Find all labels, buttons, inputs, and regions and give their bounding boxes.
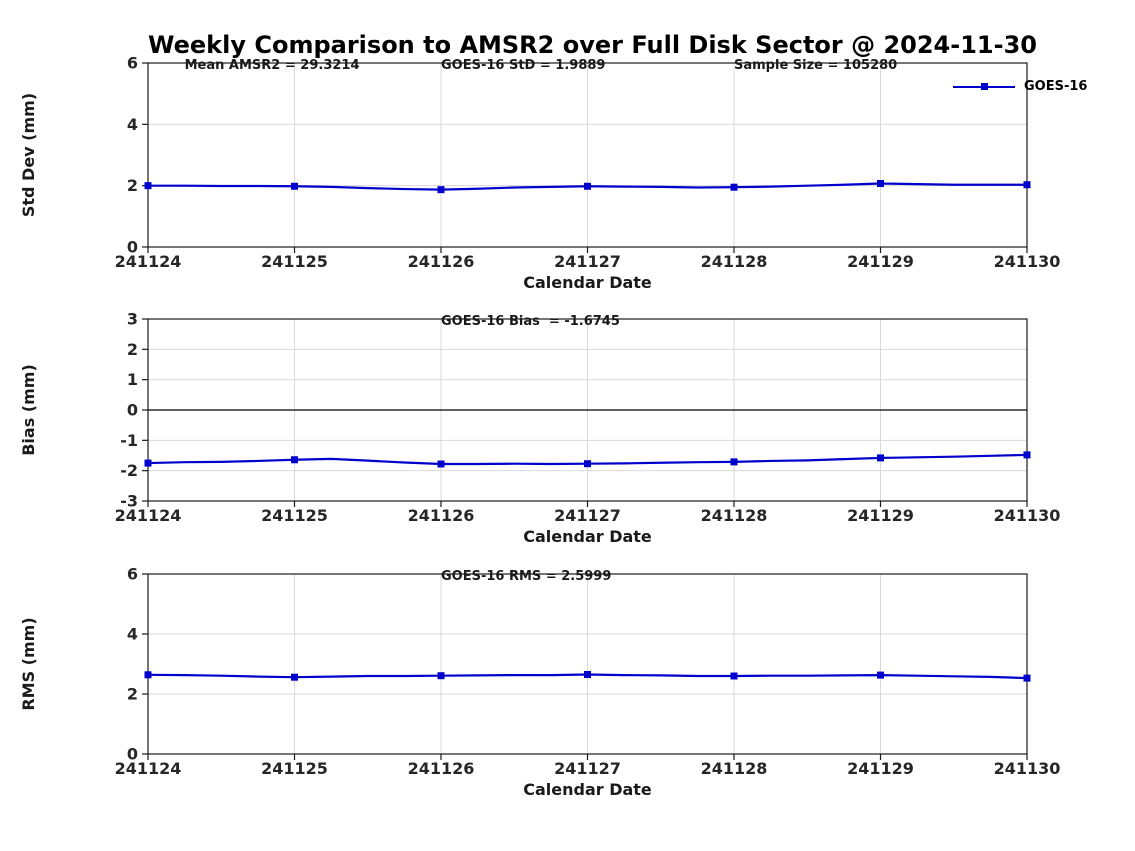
x-tick-label: 241124	[115, 252, 182, 271]
x-tick-label: 241127	[554, 759, 621, 778]
x-tick-label: 241125	[261, 252, 328, 271]
annotation-text: GOES-16 RMS = 2.5999	[441, 569, 611, 584]
x-tick-label: 241126	[408, 759, 475, 778]
annotation-text: GOES-16 StD = 1.9889	[441, 58, 605, 73]
y-axis-label: RMS (mm)	[19, 617, 38, 710]
subplot-bias: 241124 241125 241126 241127 241128 241129 2411…	[19, 310, 1060, 547]
goes16-marker	[144, 671, 152, 679]
x-tick-label: 241126	[408, 506, 475, 525]
y-tick-label: 2	[127, 340, 138, 359]
goes16-marker	[437, 186, 445, 194]
x-axis-label: Calendar Date	[523, 780, 652, 799]
legend-line-sample	[953, 83, 1015, 90]
y-tick-label: 6	[127, 54, 138, 73]
goes16-marker	[584, 182, 591, 190]
legend: GOES-16	[953, 79, 1087, 94]
y-tick-label: -1	[120, 431, 138, 450]
y-tick-label: 6	[127, 565, 138, 584]
goes16-marker	[877, 671, 884, 679]
x-tick-label: 241125	[261, 506, 328, 525]
x-tick-label: 241126	[408, 252, 475, 271]
y-tick-label: 4	[127, 625, 138, 644]
x-tick-label: 241128	[701, 252, 768, 271]
y-tick-label: 2	[127, 176, 138, 195]
goes16-marker	[584, 460, 591, 468]
goes16-marker	[144, 182, 152, 190]
y-tick-label: 3	[127, 310, 138, 329]
goes16-marker	[584, 671, 591, 678]
goes16-marker	[291, 673, 298, 681]
y-tick-label: -2	[120, 461, 138, 480]
x-axis-label: Calendar Date	[523, 273, 652, 292]
annotation-text: Mean AMSR2 = 29.3214	[185, 58, 360, 73]
y-tick-label: 1	[127, 370, 138, 389]
goes16-marker	[730, 458, 738, 466]
goes16-marker	[1023, 674, 1031, 682]
y-axis-label: Std Dev (mm)	[19, 93, 38, 217]
goes16-marker	[730, 183, 738, 191]
annotation-text: GOES-16 Bias = -1.6745	[441, 314, 620, 329]
y-tick-label: 0	[127, 745, 138, 764]
y-tick-label: 0	[127, 401, 138, 420]
x-tick-label: 241129	[847, 506, 914, 525]
x-tick-label: 241128	[701, 759, 768, 778]
x-tick-label: 241129	[847, 252, 914, 271]
x-tick-label: 241124	[115, 759, 182, 778]
annotation-text: Sample Size = 105280	[734, 58, 897, 73]
goes16-marker	[1023, 451, 1031, 459]
goes16-marker	[291, 456, 298, 464]
x-axis-label: Calendar Date	[523, 527, 652, 546]
x-tick-label: 241127	[554, 252, 621, 271]
x-tick-label: 241124	[115, 506, 182, 525]
goes16-marker	[877, 454, 884, 462]
x-tick-label: 241130	[994, 252, 1061, 271]
y-tick-label: 2	[127, 685, 138, 704]
goes16-marker	[1023, 181, 1031, 189]
goes16-marker	[144, 459, 152, 467]
x-tick-label: 241127	[554, 506, 621, 525]
goes16-marker	[291, 182, 298, 190]
y-tick-label: 0	[127, 238, 138, 257]
subplot-std-dev: 241124 241125 241126 241127 241128 241129 2411…	[19, 54, 1060, 293]
x-tick-label: 241130	[994, 506, 1061, 525]
x-tick-label: 241130	[994, 759, 1061, 778]
goes16-marker	[437, 460, 445, 468]
y-tick-label: 4	[127, 115, 138, 134]
goes16-marker	[437, 672, 445, 680]
y-axis-label: Bias (mm)	[19, 364, 38, 456]
goes16-marker	[730, 672, 738, 680]
x-tick-label: 241129	[847, 759, 914, 778]
y-tick-label: -3	[120, 492, 138, 511]
x-tick-label: 241125	[261, 759, 328, 778]
x-tick-label: 241128	[701, 506, 768, 525]
goes16-marker	[877, 180, 884, 188]
subplot-rms: 241124 241125 241126 241127 241128 241129 2411…	[19, 565, 1060, 800]
legend-marker-icon	[980, 83, 988, 90]
figure-title: Weekly Comparison to AMSR2 over Full Dis…	[148, 31, 1037, 59]
legend-label: GOES-16	[1024, 79, 1088, 94]
